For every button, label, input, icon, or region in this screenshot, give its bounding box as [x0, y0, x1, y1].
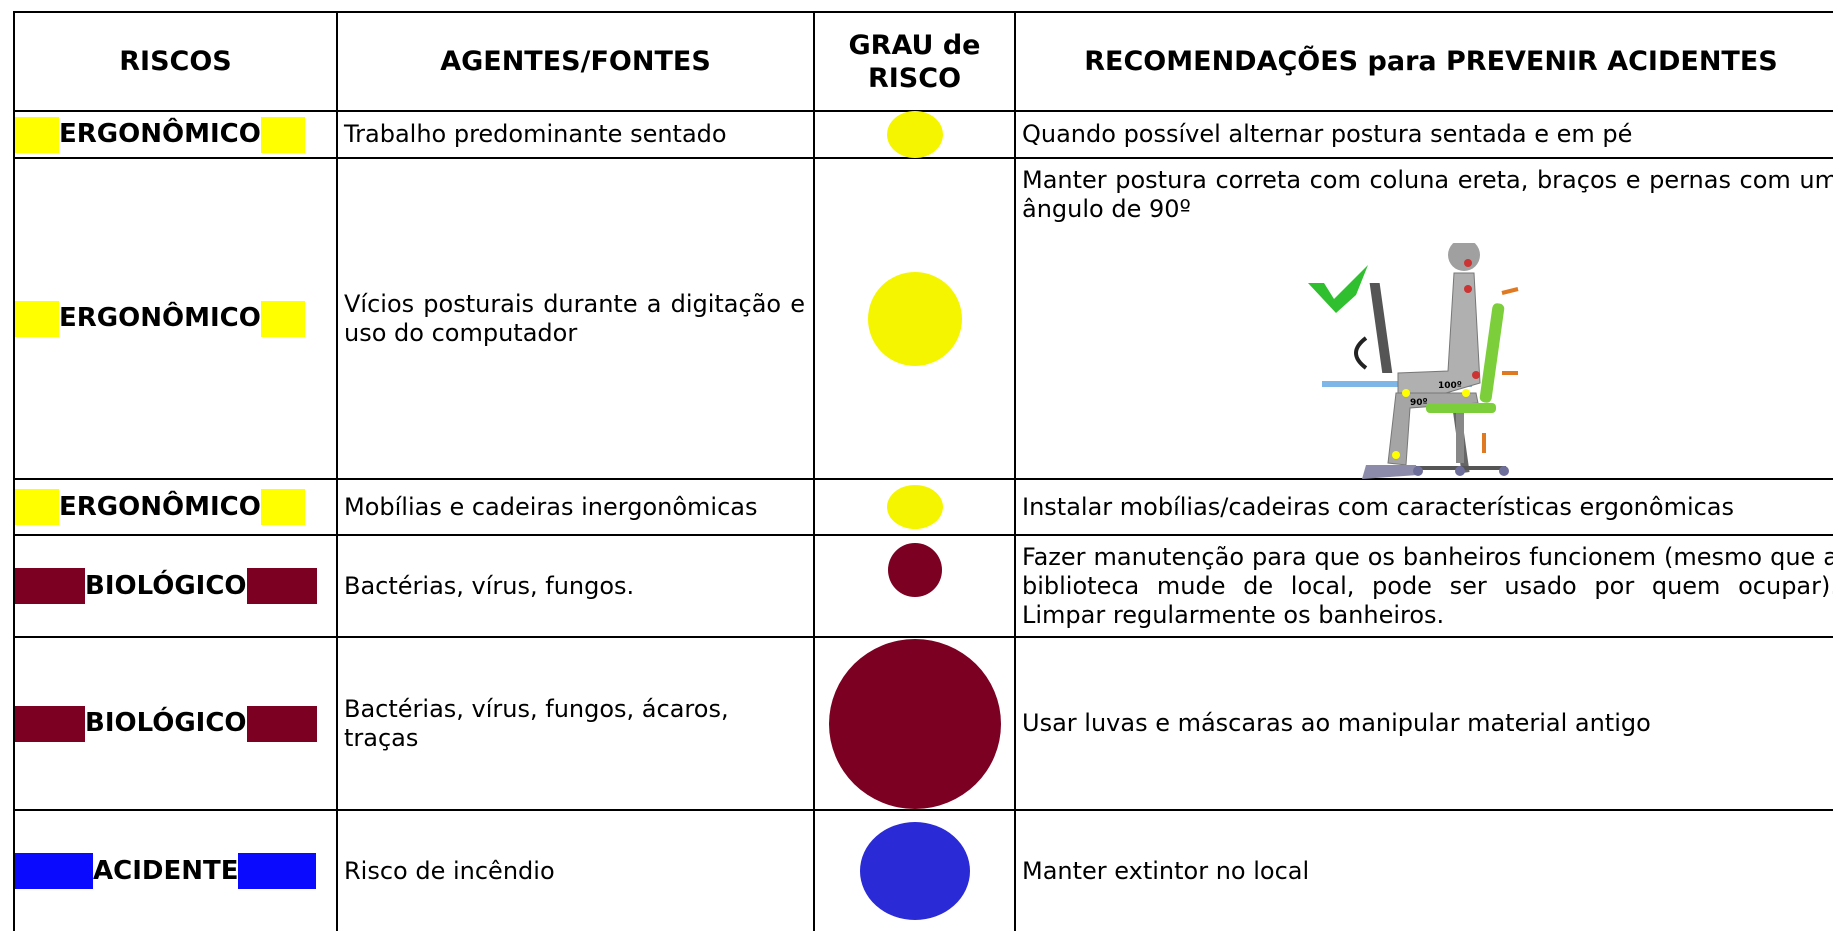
risk-color-block	[15, 489, 59, 525]
risk-color-block	[260, 116, 305, 153]
recommendation-cell: Usar luvas e máscaras ao manipular mater…	[1016, 638, 1833, 809]
agent-text: Bactérias, vírus, fungos, ácaros, traças	[344, 694, 729, 752]
risk-tag: BIOLÓGICO	[15, 705, 317, 742]
risk-label: ERGONÔMICO	[59, 300, 261, 337]
agent-text: Vícios posturais durante a digitação e u…	[344, 289, 805, 347]
agent-text: Mobílias e cadeiras inergonômicas	[344, 492, 758, 521]
recommendation-text: Instalar mobílias/cadeiras com caracterí…	[1022, 492, 1735, 521]
risk-label: ERGONÔMICO	[59, 489, 261, 525]
agent-text: Trabalho predominante sentado	[344, 120, 727, 148]
risk-grade-circle	[867, 271, 962, 366]
grade-cell	[815, 480, 1014, 534]
risk-tag: ERGONÔMICO	[15, 300, 305, 337]
agent-cell: Trabalho predominante sentado	[338, 112, 813, 157]
agent-cell: Risco de incêndio	[338, 811, 813, 931]
grade-cell	[815, 811, 1014, 931]
grade-cell	[815, 159, 1014, 478]
risk-color-block	[15, 568, 85, 604]
grade-cell	[815, 111, 1014, 158]
recommendation-cell: Quando possível alternar postura sentada…	[1016, 112, 1833, 157]
recommendation-cell: Manter extintor no local	[1016, 811, 1833, 931]
risk-tag: BIOLÓGICO	[15, 568, 317, 604]
risk-color-block	[238, 853, 317, 889]
grade-cell	[815, 536, 1014, 636]
recommendation-cell: Manter postura correta com coluna ereta,…	[1016, 159, 1833, 479]
agent-cell: Mobílias e cadeiras inergonômicas	[338, 480, 813, 534]
risk-tag: ERGONÔMICO	[15, 489, 305, 525]
risk-color-block	[260, 489, 305, 525]
header-cell: RISCOS	[15, 13, 336, 110]
risk-label: BIOLÓGICO	[85, 568, 247, 604]
recommendation-cell: Instalar mobílias/cadeiras com caracterí…	[1016, 480, 1833, 534]
risk-cell: BIOLÓGICO	[15, 638, 336, 809]
ergonomic-posture-illustration: 100º 90º	[1308, 243, 1519, 479]
risk-label: ERGONÔMICO	[59, 116, 261, 153]
risk-grade-circle	[887, 543, 942, 597]
recommendation-text: Usar luvas e máscaras ao manipular mater…	[1022, 709, 1651, 737]
risk-tag: ERGONÔMICO	[15, 116, 305, 153]
risk-cell: BIOLÓGICO	[15, 536, 336, 636]
risk-grade-circle	[859, 822, 970, 920]
risk-color-block	[15, 853, 93, 889]
risk-tag: ACIDENTE	[15, 853, 317, 889]
risk-color-block	[15, 300, 59, 337]
risk-cell: ERGONÔMICO	[15, 159, 336, 478]
risk-color-block	[15, 705, 85, 742]
recommendation-text: Fazer manutenção para que os banheiros f…	[1022, 542, 1833, 629]
grade-cell	[815, 638, 1014, 809]
agent-text: Risco de incêndio	[344, 856, 555, 885]
recommendation-text: Manter extintor no local	[1022, 856, 1310, 885]
risk-color-block	[246, 568, 317, 604]
risk-color-block	[246, 705, 317, 742]
header-cell: RECOMENDAÇÕES para PREVENIR ACIDENTES	[1016, 13, 1833, 110]
header-cell: AGENTES/FONTES	[338, 13, 813, 110]
risk-cell: ERGONÔMICO	[15, 112, 336, 157]
risk-label: ACIDENTE	[93, 853, 239, 889]
agent-cell: Vícios posturais durante a digitação e u…	[338, 159, 813, 478]
recommendation-text: Manter postura correta com coluna ereta,…	[1022, 166, 1833, 223]
risk-cell: ACIDENTE	[15, 811, 336, 931]
recommendation-text: Quando possível alternar postura sentada…	[1022, 120, 1633, 148]
angle-label: 90º	[1410, 398, 1428, 408]
risk-label: BIOLÓGICO	[85, 705, 247, 742]
risk-color-block	[260, 300, 305, 337]
risk-grade-circle	[828, 638, 1001, 809]
risk-grade-circle	[886, 111, 943, 158]
risk-cell: ERGONÔMICO	[15, 480, 336, 534]
recommendation-cell: Fazer manutenção para que os banheiros f…	[1016, 536, 1833, 636]
risk-color-block	[15, 116, 59, 153]
agent-text: Bactérias, vírus, fungos.	[344, 571, 635, 600]
risk-grade-circle	[886, 485, 943, 529]
angle-label: 100º	[1438, 381, 1462, 391]
header-cell: GRAU de RISCO	[815, 13, 1014, 110]
agent-cell: Bactérias, vírus, fungos.	[338, 536, 813, 636]
risk-table: RISCOS AGENTES/FONTES GRAU de RISCO RECOMEN…	[13, 11, 1833, 931]
agent-cell: Bactérias, vírus, fungos, ácaros, traças	[338, 638, 813, 809]
